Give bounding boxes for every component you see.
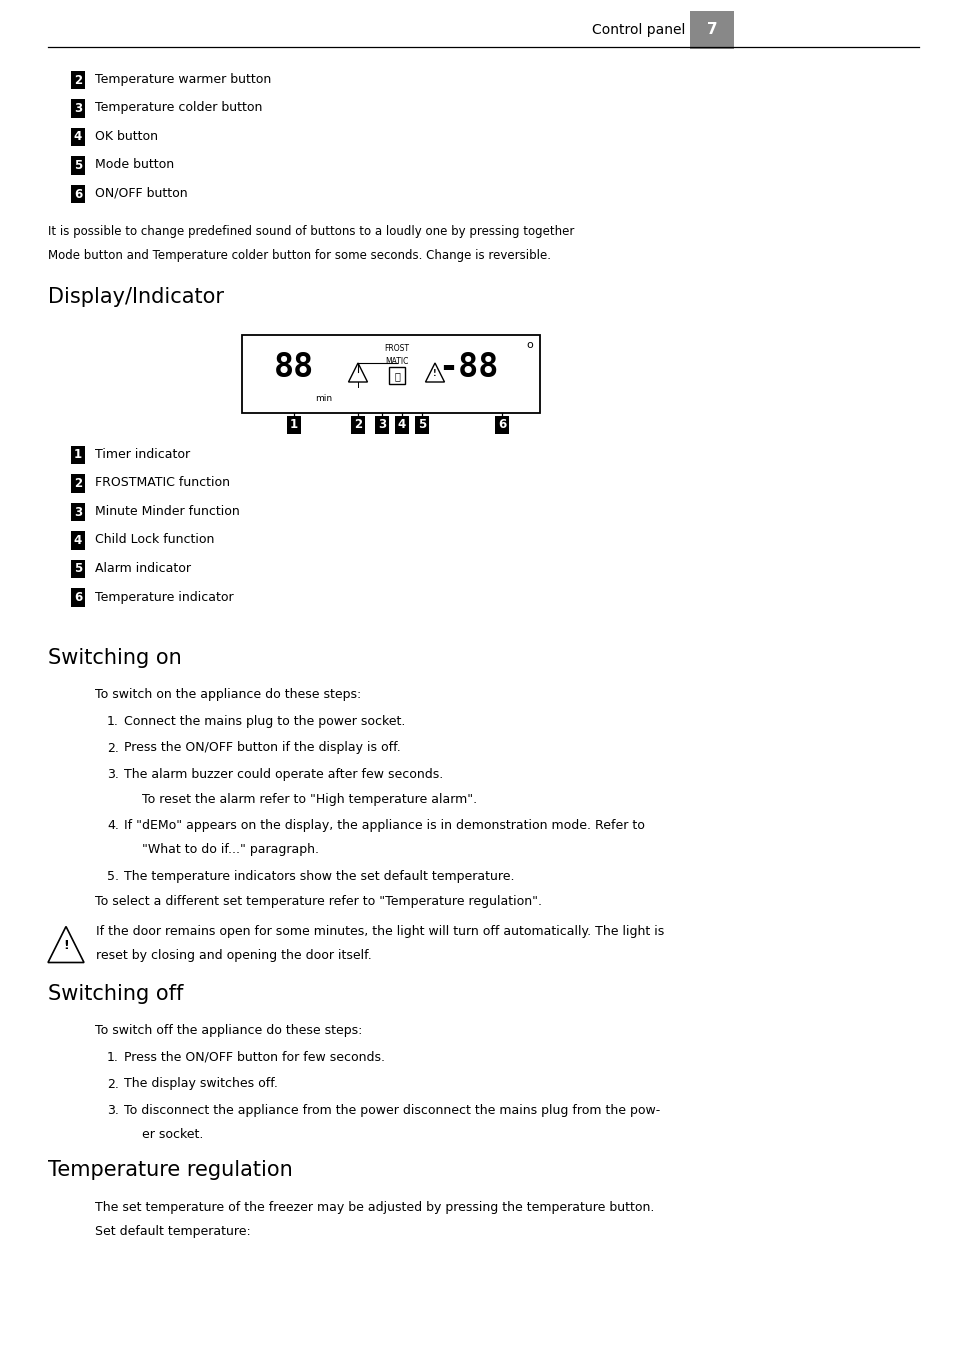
Text: 2: 2 — [74, 73, 82, 87]
Text: 6: 6 — [497, 419, 506, 431]
Text: Press the ON/OFF button if the display is off.: Press the ON/OFF button if the display i… — [124, 741, 400, 754]
Text: To disconnect the appliance from the power disconnect the mains plug from the po: To disconnect the appliance from the pow… — [124, 1105, 659, 1117]
Text: 5: 5 — [73, 562, 82, 576]
Text: 1.: 1. — [107, 1051, 119, 1064]
Text: The alarm buzzer could operate after few seconds.: The alarm buzzer could operate after few… — [124, 768, 443, 781]
Text: 1: 1 — [290, 419, 297, 431]
Text: If "dEMo" appears on the display, the appliance is in demonstration mode. Refer : If "dEMo" appears on the display, the ap… — [124, 819, 644, 831]
Text: If the door remains open for some minutes, the light will turn off automatically: If the door remains open for some minute… — [96, 925, 663, 937]
Text: 6: 6 — [73, 591, 82, 604]
Text: Temperature colder button: Temperature colder button — [95, 101, 262, 115]
Text: ON/OFF button: ON/OFF button — [95, 187, 188, 200]
Text: !: ! — [433, 369, 436, 379]
Text: min: min — [315, 393, 333, 403]
Text: 5: 5 — [417, 419, 426, 431]
Text: 4.: 4. — [107, 819, 119, 831]
Text: 88: 88 — [274, 352, 314, 384]
Text: 3: 3 — [74, 506, 82, 519]
Text: To reset the alarm refer to "High temperature alarm".: To reset the alarm refer to "High temper… — [142, 792, 476, 806]
Text: It is possible to change predefined sound of buttons to a loudly one by pressing: It is possible to change predefined soun… — [48, 224, 574, 238]
Text: 2: 2 — [74, 477, 82, 489]
Text: 2.: 2. — [107, 741, 119, 754]
Text: The set temperature of the freezer may be adjusted by pressing the temperature b: The set temperature of the freezer may b… — [95, 1201, 654, 1214]
Text: 5.: 5. — [107, 869, 119, 883]
Text: Timer indicator: Timer indicator — [95, 448, 190, 461]
Text: reset by closing and opening the door itself.: reset by closing and opening the door it… — [96, 949, 372, 963]
Text: To switch on the appliance do these steps:: To switch on the appliance do these step… — [95, 688, 361, 700]
Text: To select a different set temperature refer to "Temperature regulation".: To select a different set temperature re… — [95, 895, 541, 907]
Text: 3: 3 — [74, 101, 82, 115]
Text: 1: 1 — [74, 449, 82, 461]
Text: 3.: 3. — [107, 1105, 119, 1117]
Text: 4: 4 — [397, 419, 406, 431]
Text: Set default temperature:: Set default temperature: — [95, 1225, 251, 1238]
Text: !: ! — [63, 938, 69, 952]
Text: Press the ON/OFF button for few seconds.: Press the ON/OFF button for few seconds. — [124, 1051, 385, 1064]
Text: "What to do if..." paragraph.: "What to do if..." paragraph. — [142, 844, 318, 857]
Text: Control panel: Control panel — [591, 23, 684, 37]
Text: Temperature indicator: Temperature indicator — [95, 591, 233, 603]
Text: 2.: 2. — [107, 1078, 119, 1091]
Bar — [242, 335, 539, 412]
Bar — [389, 368, 404, 384]
Text: 2: 2 — [354, 419, 362, 431]
Text: Switching on: Switching on — [48, 648, 182, 668]
Text: The display switches off.: The display switches off. — [124, 1078, 277, 1091]
FancyBboxPatch shape — [689, 11, 733, 49]
Text: Switching off: Switching off — [48, 984, 183, 1005]
Text: ⚿: ⚿ — [394, 370, 399, 381]
Text: er socket.: er socket. — [142, 1129, 203, 1141]
Text: 4: 4 — [73, 534, 82, 548]
Text: 3.: 3. — [107, 768, 119, 781]
Text: To switch off the appliance do these steps:: To switch off the appliance do these ste… — [95, 1023, 362, 1037]
Text: Mode button and Temperature colder button for some seconds. Change is reversible: Mode button and Temperature colder butto… — [48, 249, 551, 262]
Text: Temperature regulation: Temperature regulation — [48, 1160, 293, 1180]
Text: MATIC: MATIC — [385, 357, 408, 366]
Text: Child Lock function: Child Lock function — [95, 534, 214, 546]
Text: o: o — [526, 339, 533, 350]
Text: Minute Minder function: Minute Minder function — [95, 506, 239, 518]
Text: OK button: OK button — [95, 130, 158, 143]
Text: 7: 7 — [706, 23, 717, 38]
Text: -88: -88 — [437, 352, 497, 384]
Text: Temperature warmer button: Temperature warmer button — [95, 73, 271, 87]
Text: Display/Indicator: Display/Indicator — [48, 287, 224, 307]
Text: The temperature indicators show the set default temperature.: The temperature indicators show the set … — [124, 869, 514, 883]
Text: 1.: 1. — [107, 715, 119, 727]
Text: Alarm indicator: Alarm indicator — [95, 562, 191, 575]
Text: 4: 4 — [73, 131, 82, 143]
Text: FROST: FROST — [384, 343, 409, 353]
Text: 6: 6 — [73, 188, 82, 200]
Text: FROSTMATIC function: FROSTMATIC function — [95, 476, 230, 489]
Text: 5: 5 — [73, 160, 82, 172]
Text: Mode button: Mode button — [95, 158, 174, 172]
Text: Connect the mains plug to the power socket.: Connect the mains plug to the power sock… — [124, 715, 405, 727]
Text: 3: 3 — [377, 419, 386, 431]
